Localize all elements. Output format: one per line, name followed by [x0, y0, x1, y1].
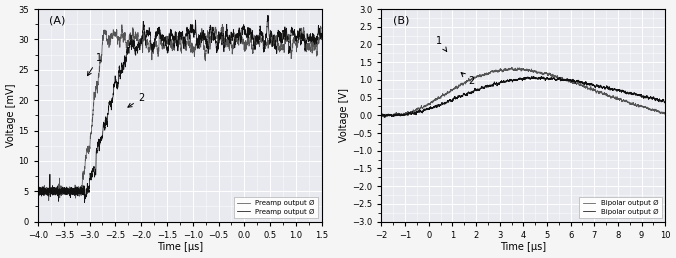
- Line: Preamp output Ø: Preamp output Ø: [38, 25, 322, 200]
- Line: Bipolar output Ø: Bipolar output Ø: [381, 67, 665, 117]
- Preamp output Ø: [283, 30, 291, 33]
- Preamp output Ø: [120, 32, 128, 35]
- X-axis label: Time [μs]: Time [μs]: [157, 243, 203, 252]
- Bipolar output Ø: [661, 102, 669, 105]
- Bipolar output Ø: [511, 68, 519, 71]
- Preamp output Ø: [264, 14, 272, 17]
- Bipolar output Ø: [594, 90, 602, 93]
- Bipolar output Ø: [511, 79, 519, 82]
- Preamp output Ø: [120, 67, 128, 70]
- Preamp output Ø: [147, 46, 155, 49]
- Bipolar output Ø: [387, 114, 395, 117]
- Bipolar output Ø: [550, 75, 558, 78]
- Text: 2: 2: [461, 72, 474, 86]
- Preamp output Ø: [34, 189, 42, 192]
- Preamp output Ø: [80, 201, 89, 204]
- Bipolar output Ø: [661, 111, 669, 114]
- Bipolar output Ø: [381, 116, 389, 119]
- Bipolar output Ø: [387, 114, 395, 117]
- Preamp output Ø: [147, 39, 155, 42]
- Preamp output Ø: [318, 33, 326, 36]
- Line: Preamp output Ø: Preamp output Ø: [38, 15, 322, 203]
- Preamp output Ø: [289, 44, 297, 47]
- Preamp output Ø: [318, 38, 326, 41]
- X-axis label: Time [μs]: Time [μs]: [500, 243, 546, 252]
- Preamp output Ø: [90, 168, 98, 172]
- Bipolar output Ø: [529, 75, 537, 78]
- Preamp output Ø: [218, 23, 226, 26]
- Bipolar output Ø: [377, 113, 385, 116]
- Preamp output Ø: [34, 186, 42, 189]
- Line: Bipolar output Ø: Bipolar output Ø: [381, 76, 665, 117]
- Text: 1: 1: [87, 53, 102, 76]
- Bipolar output Ø: [543, 77, 551, 80]
- Preamp output Ø: [47, 188, 55, 191]
- Y-axis label: Voltage [V]: Voltage [V]: [339, 88, 349, 142]
- Y-axis label: Voltage [mV]: Voltage [mV]: [5, 84, 16, 147]
- Preamp output Ø: [45, 199, 53, 202]
- Preamp output Ø: [283, 38, 291, 41]
- Preamp output Ø: [47, 186, 55, 189]
- Preamp output Ø: [90, 96, 98, 100]
- Bipolar output Ø: [487, 71, 495, 74]
- Text: (B): (B): [393, 15, 409, 26]
- Bipolar output Ø: [508, 66, 516, 69]
- Preamp output Ø: [289, 30, 297, 34]
- Bipolar output Ø: [380, 116, 388, 119]
- Text: 2: 2: [128, 93, 145, 107]
- Bipolar output Ø: [377, 114, 385, 117]
- Bipolar output Ø: [550, 78, 558, 81]
- Text: 1: 1: [436, 36, 447, 52]
- Text: (A): (A): [49, 15, 66, 26]
- Bipolar output Ø: [594, 85, 602, 88]
- Bipolar output Ø: [543, 72, 551, 75]
- Legend: Bipolar output Ø, Bipolar output Ø: Bipolar output Ø, Bipolar output Ø: [579, 197, 662, 218]
- Legend: Preamp output Ø, Preamp output Ø: Preamp output Ø, Preamp output Ø: [234, 197, 318, 218]
- Bipolar output Ø: [487, 84, 495, 87]
